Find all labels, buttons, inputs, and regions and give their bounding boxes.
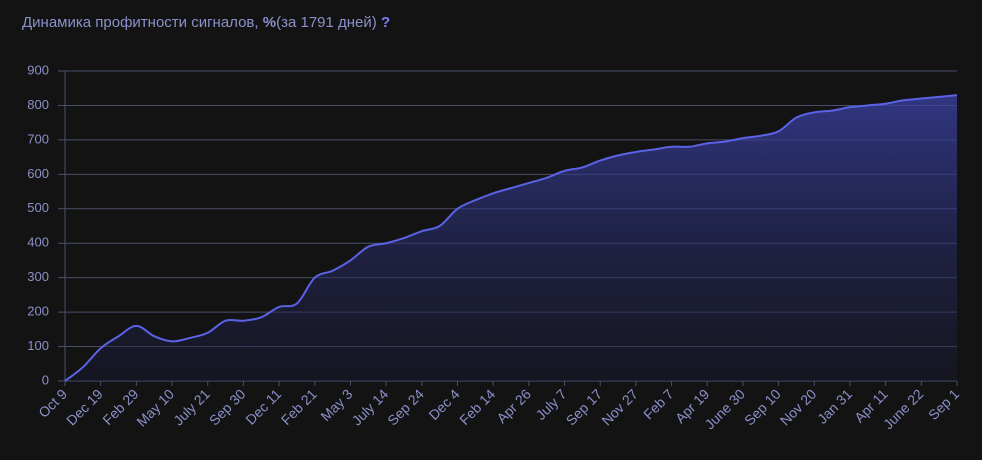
x-tick-label: Nov 20 [777, 386, 820, 429]
y-tick-label: 800 [27, 97, 49, 112]
x-tick-label: Feb 14 [456, 386, 498, 428]
title-unit: % [263, 14, 276, 31]
x-tick-label: Sep 10 [741, 386, 784, 429]
x-tick-label: Nov 27 [598, 386, 641, 429]
y-tick-label: 600 [27, 166, 49, 181]
y-tick-label: 100 [27, 338, 49, 353]
x-tick-label: June 22 [880, 386, 927, 433]
line [64, 94, 958, 382]
x-tick-label: May 10 [133, 386, 177, 430]
area-fill [65, 95, 957, 381]
x-tick-label: Sep 30 [206, 386, 249, 429]
x-tick-label: July 21 [170, 386, 213, 429]
chart-title: Динамика профитности сигналов, %(за 1791… [22, 14, 390, 31]
title-text: Динамика профитности сигналов, [22, 14, 259, 31]
x-tick-label: Feb 21 [278, 386, 320, 428]
x-tick-label: Jan 31 [814, 386, 855, 427]
y-tick-label: 300 [27, 269, 49, 284]
title-period: (за 1791 дней) [276, 14, 377, 31]
x-tick-label: Feb 29 [99, 386, 141, 428]
x-tick-label: Sep 1 [925, 386, 962, 423]
x-tick-label: June 30 [701, 386, 748, 433]
x-tick-label: Dec 19 [63, 386, 106, 429]
y-tick-label: 700 [27, 131, 49, 146]
x-tick-label: Sep 17 [563, 386, 606, 429]
x-tick-label: Sep 24 [384, 386, 427, 429]
x-tick-label: Dec 11 [242, 386, 284, 428]
x-tick-label: July 14 [349, 386, 392, 429]
help-icon[interactable]: ? [381, 14, 390, 31]
y-tick-label: 500 [27, 200, 49, 215]
y-tick-label: 400 [27, 235, 49, 250]
y-tick-label: 0 [42, 372, 49, 387]
x-tick-label: Feb 7 [640, 386, 677, 423]
y-tick-label: 900 [27, 62, 49, 77]
y-tick-label: 200 [27, 304, 49, 319]
x-tick-label: Apr 26 [493, 386, 534, 427]
